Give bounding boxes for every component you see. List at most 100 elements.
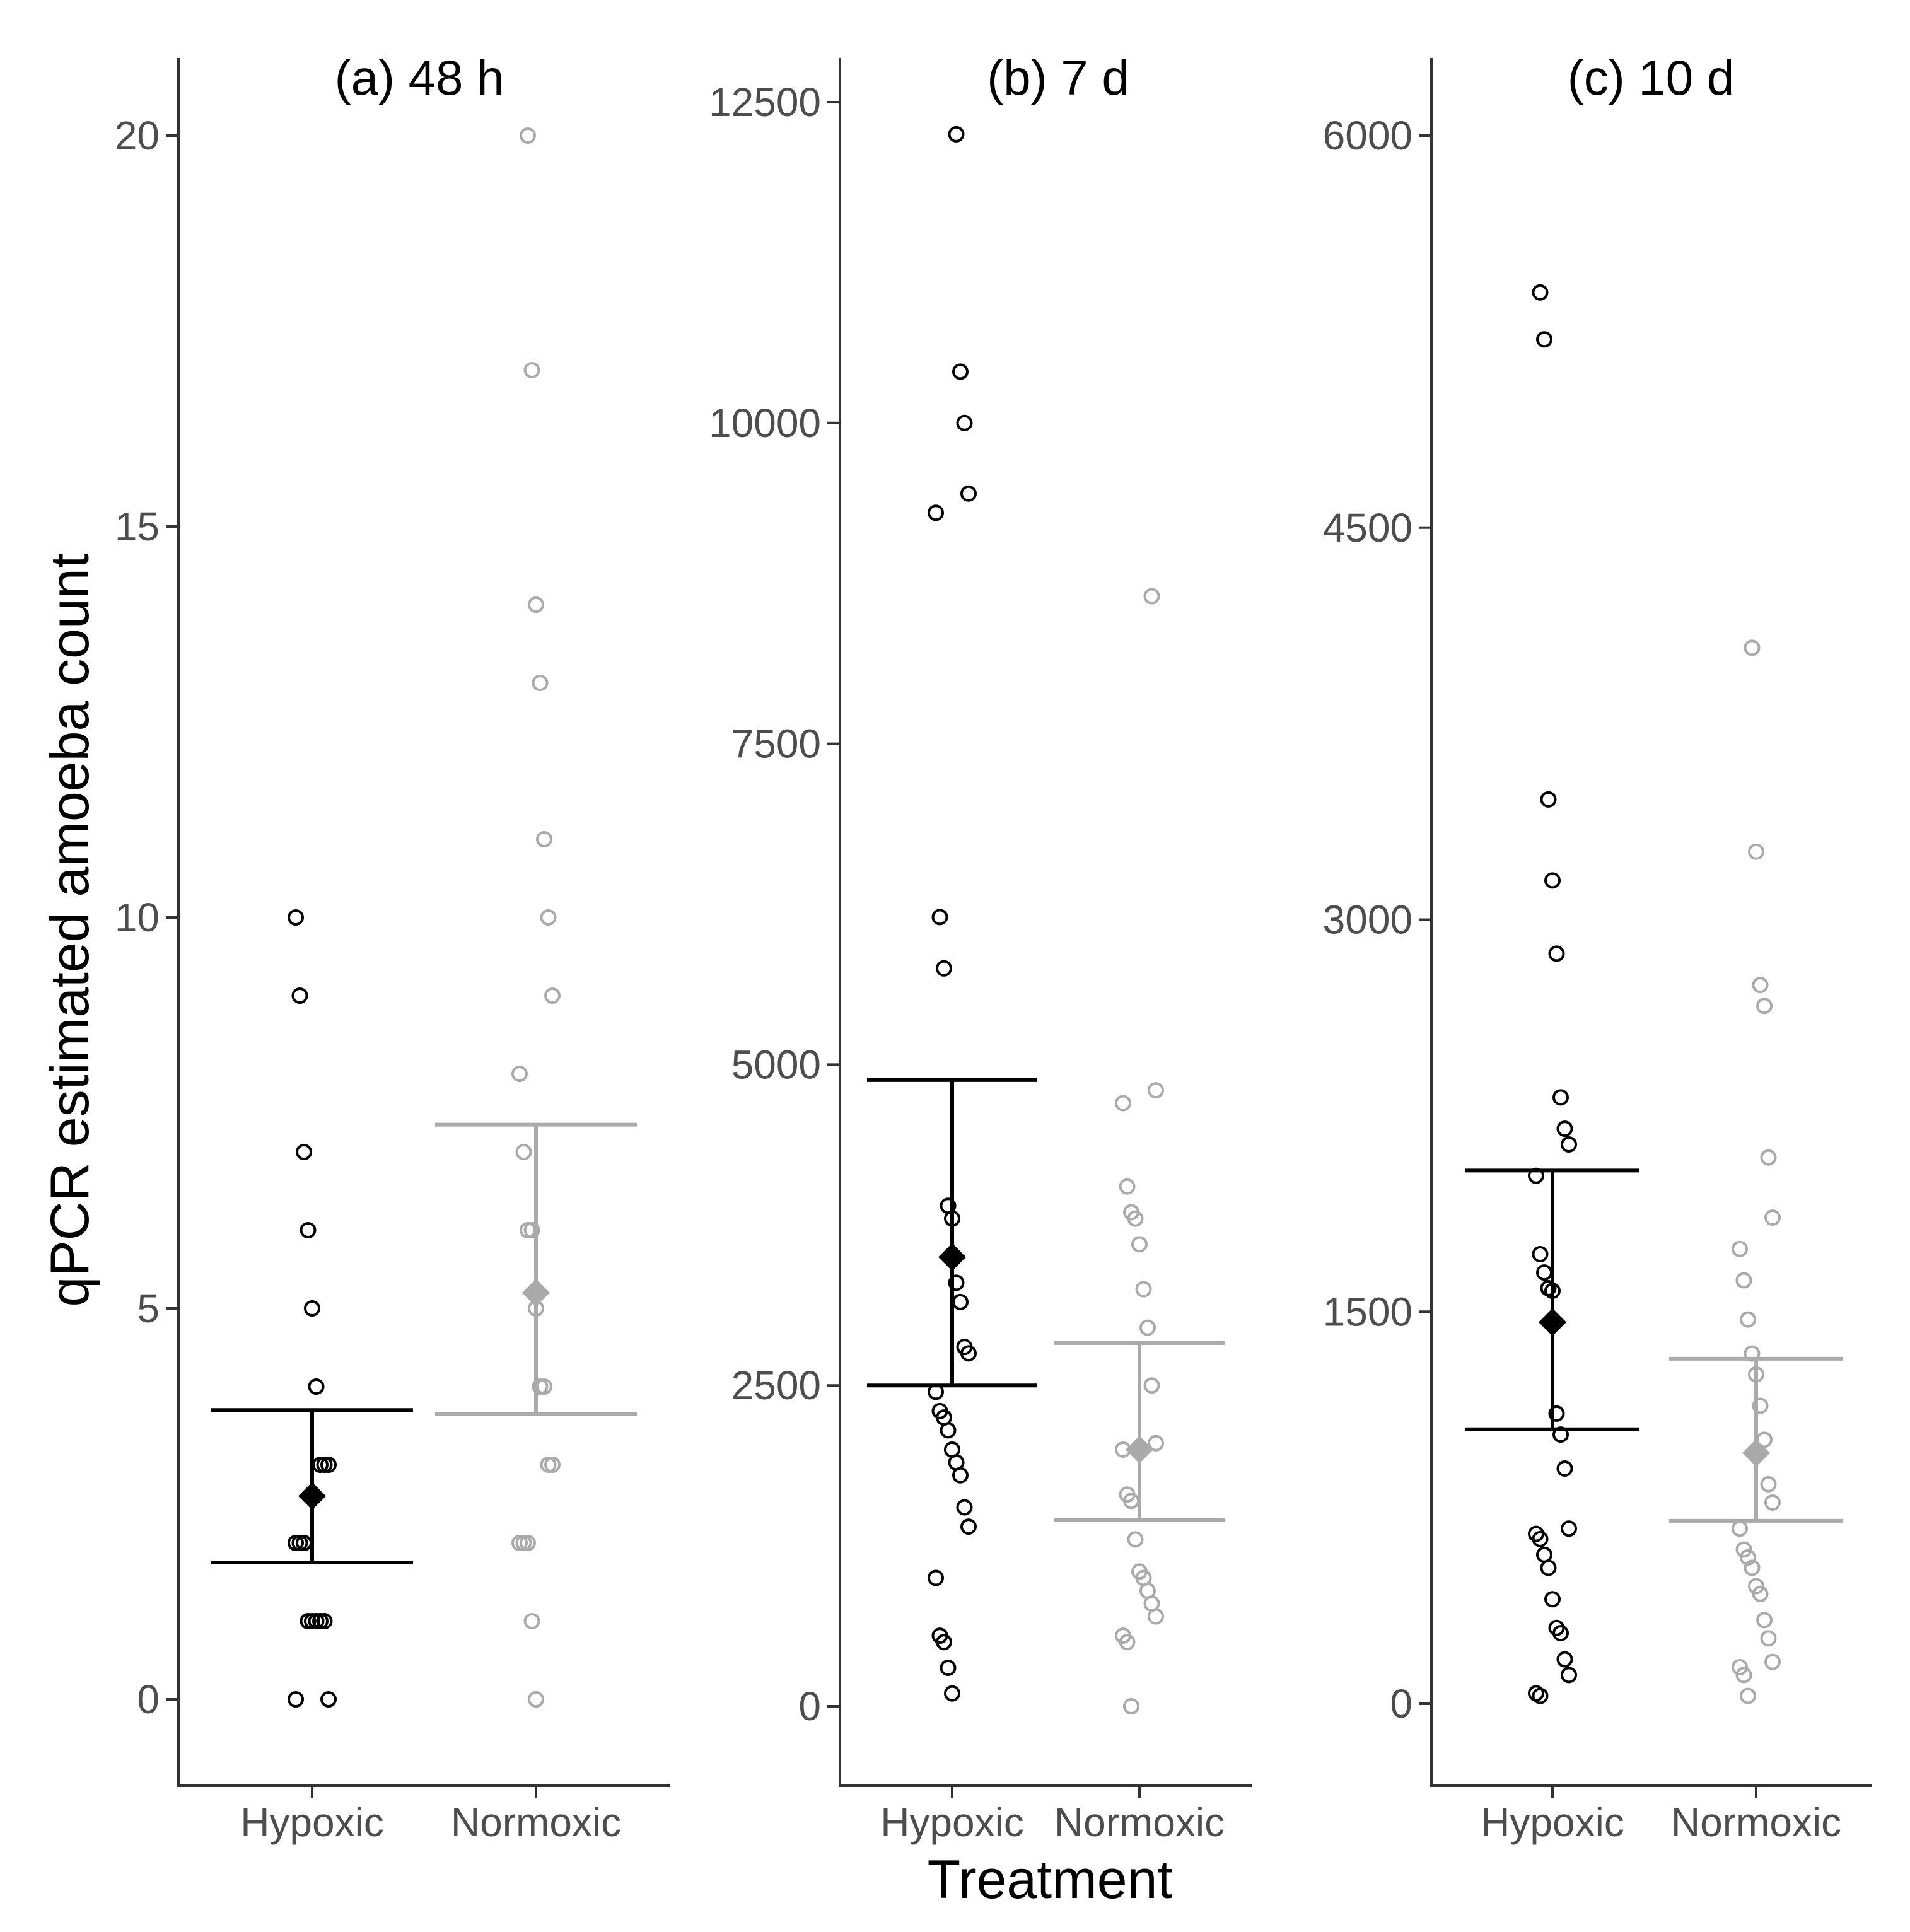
error-bars — [867, 1078, 1225, 1522]
y-tick-label: 7500 — [731, 721, 821, 767]
data-point-hypoxic — [931, 909, 948, 926]
data-point-hypoxic — [1540, 1559, 1557, 1576]
y-tick-label: 20 — [115, 113, 160, 158]
data-point-hypoxic — [928, 504, 944, 521]
data-point-hypoxic — [1544, 1591, 1561, 1608]
data-point-normoxic — [1752, 1585, 1769, 1602]
data-point-normoxic — [1740, 1549, 1756, 1566]
panel-a: (a) 48 h 0 5 10 15 20 Hypoxic Normoxic — [115, 50, 670, 1845]
data-point-hypoxic — [952, 363, 969, 380]
y-tick-label: 10 — [115, 895, 160, 940]
data-point-normoxic — [1139, 1319, 1156, 1336]
data-point-normoxic — [1732, 1658, 1748, 1675]
data-point-normoxic — [1740, 1687, 1756, 1704]
data-point-hypoxic — [1556, 1651, 1573, 1668]
y-tick-label: 3000 — [1323, 897, 1412, 943]
data-point-hypoxic — [960, 1345, 977, 1362]
mean-marker-normoxic — [522, 1279, 550, 1307]
x-axis-title: Treatment — [928, 1849, 1173, 1910]
data-points — [288, 127, 561, 1708]
data-point-normoxic — [1127, 1531, 1144, 1548]
x-tick-label-normoxic: Normoxic — [1671, 1800, 1841, 1845]
data-point-hypoxic — [1561, 1136, 1577, 1153]
data-point-normoxic — [528, 1691, 544, 1708]
error-bars — [211, 1122, 637, 1564]
data-point-hypoxic — [296, 1144, 312, 1160]
y-axis-ticks: 0 1500 3000 4500 6000 — [1323, 113, 1431, 1726]
data-point-normoxic — [523, 362, 540, 378]
data-point-normoxic — [1135, 1281, 1152, 1298]
data-point-normoxic — [536, 1378, 552, 1395]
x-tick-label-hypoxic: Hypoxic — [880, 1800, 1024, 1845]
data-point-normoxic — [1744, 1345, 1761, 1362]
data-point-hypoxic — [1540, 791, 1557, 808]
y-tick-label: 1500 — [1323, 1289, 1412, 1334]
data-point-normoxic — [1119, 1178, 1136, 1195]
mean-marker-hypoxic — [1539, 1308, 1566, 1336]
y-axis-ticks: 0 2500 5000 7500 10000 12500 — [709, 79, 840, 1729]
data-point-normoxic — [1756, 1612, 1773, 1629]
y-axis-title: qPCR estimated amoeba count — [40, 553, 100, 1306]
data-point-hypoxic — [320, 1691, 337, 1708]
panel-title: (b) 7 d — [987, 50, 1129, 105]
data-point-hypoxic — [296, 1535, 312, 1551]
data-point-normoxic — [528, 596, 544, 613]
data-point-normoxic — [1732, 1240, 1748, 1257]
data-point-hypoxic — [952, 1467, 969, 1484]
data-point-hypoxic — [1556, 1460, 1573, 1477]
x-tick-label-hypoxic: Hypoxic — [1481, 1800, 1624, 1845]
x-tick-label-normoxic: Normoxic — [451, 1800, 621, 1845]
mean-marker-normoxic — [1742, 1439, 1770, 1467]
data-point-hypoxic — [936, 1634, 952, 1651]
mean-markers — [298, 1279, 550, 1510]
data-point-normoxic — [523, 1222, 540, 1238]
data-point-normoxic — [1760, 1630, 1777, 1647]
data-point-normoxic — [1764, 1494, 1781, 1511]
data-point-normoxic — [1748, 1578, 1764, 1595]
y-tick-label: 15 — [115, 504, 160, 549]
data-point-normoxic — [1119, 1634, 1136, 1651]
y-tick-label: 4500 — [1323, 505, 1412, 550]
data-point-hypoxic — [948, 125, 965, 143]
x-tick-label-hypoxic: Hypoxic — [240, 1800, 384, 1845]
y-tick-label: 5 — [137, 1286, 160, 1331]
data-point-normoxic — [544, 1457, 561, 1473]
mean-marker-hypoxic — [938, 1243, 966, 1271]
data-point-normoxic — [1760, 1475, 1777, 1493]
data-point-hypoxic — [288, 1691, 304, 1708]
data-point-normoxic — [1764, 1209, 1781, 1226]
data-points — [928, 125, 1164, 1714]
data-point-hypoxic — [1552, 1089, 1569, 1106]
data-point-normoxic — [1115, 1095, 1131, 1112]
data-point-hypoxic — [316, 1613, 333, 1629]
data-point-hypoxic — [1536, 1264, 1552, 1281]
x-tick-label-normoxic: Normoxic — [1054, 1800, 1225, 1845]
data-point-normoxic — [1148, 1608, 1164, 1625]
data-point-normoxic — [1127, 1210, 1144, 1227]
data-point-normoxic — [1748, 1366, 1764, 1383]
data-point-hypoxic — [1536, 331, 1552, 348]
mean-markers — [1539, 1308, 1770, 1467]
data-point-hypoxic — [948, 1274, 965, 1291]
data-point-hypoxic — [1532, 1246, 1549, 1263]
data-point-hypoxic — [1544, 1283, 1561, 1300]
data-point-normoxic — [511, 1066, 528, 1082]
data-point-normoxic — [1752, 1397, 1769, 1414]
panel-title: (c) 10 d — [1568, 50, 1734, 105]
data-point-hypoxic — [1532, 1530, 1549, 1547]
data-point-normoxic — [1748, 843, 1764, 860]
data-point-normoxic — [536, 831, 552, 847]
data-point-normoxic — [1123, 1493, 1139, 1510]
data-point-normoxic — [1148, 1082, 1164, 1099]
data-point-hypoxic — [940, 1422, 957, 1439]
data-point-normoxic — [1756, 998, 1773, 1015]
y-axis-ticks: 0 5 10 15 20 — [115, 113, 178, 1722]
data-point-hypoxic — [1552, 1625, 1569, 1642]
data-point-hypoxic — [300, 1222, 317, 1238]
data-point-hypoxic — [956, 414, 973, 431]
data-point-hypoxic — [936, 960, 952, 977]
data-point-normoxic — [1740, 1311, 1756, 1328]
data-point-normoxic — [1131, 1236, 1148, 1253]
data-point-normoxic — [1143, 588, 1160, 605]
